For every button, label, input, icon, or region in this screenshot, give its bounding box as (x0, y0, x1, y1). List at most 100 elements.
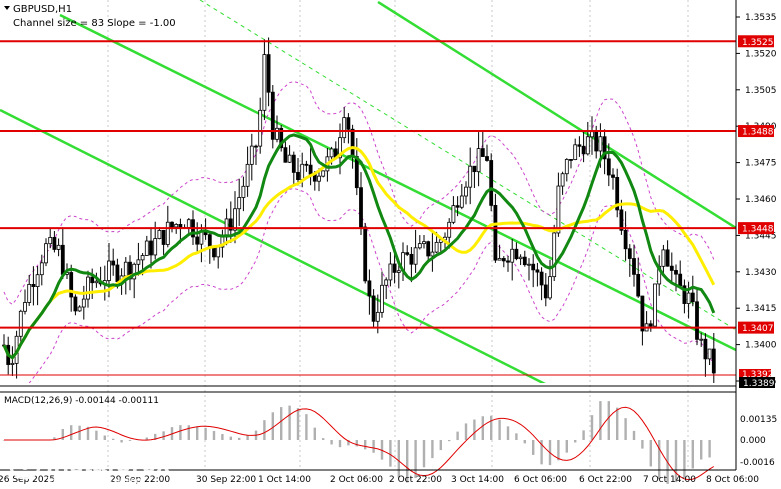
candle-body (615, 176, 620, 211)
candle-body (548, 276, 552, 299)
ask-price-tag: 1.3392 (739, 369, 774, 380)
candle-body (60, 244, 65, 275)
macd-histogram-bar (380, 440, 384, 460)
svg-text:1.3392: 1.3392 (742, 370, 774, 380)
candle-body (270, 91, 275, 140)
support-resistance-levels (0, 40, 736, 329)
candle-body (581, 145, 586, 155)
candle-body (291, 154, 296, 173)
time-tick-label: 30 Sep 22:00 (196, 475, 256, 485)
candle-body (35, 274, 40, 288)
candle-body (699, 338, 704, 341)
candle-body (279, 127, 284, 149)
candle-body (237, 197, 242, 210)
candle-body (338, 137, 342, 159)
candle-body (342, 117, 347, 139)
macd-histogram-bar (658, 440, 661, 480)
svg-text:instaforex: instaforex (46, 448, 171, 478)
candle-body (623, 229, 628, 250)
candle-body (157, 229, 162, 239)
candle-body (686, 292, 691, 304)
time-tick-label: 3 Oct 14:00 (451, 475, 504, 485)
candle-body (233, 208, 237, 231)
macd-histogram-bar (347, 440, 350, 446)
candle-body (23, 302, 27, 312)
price-tick-label: 1.3535 (745, 13, 777, 23)
candle-body (384, 279, 389, 286)
candle-body (522, 256, 527, 266)
svg-text:-0.0016: -0.0016 (740, 458, 775, 468)
level-tag-label: 1.3407 (742, 324, 774, 334)
candle-body (266, 54, 271, 93)
macd-histogram-bar (464, 423, 468, 440)
svg-text:1.3389: 1.3389 (743, 379, 775, 389)
macd-histogram-bar (145, 437, 148, 440)
candle-body (564, 159, 569, 175)
chart-header: GBPUSD,H1 Channel size = 83 Slope = -1.0… (4, 4, 176, 29)
candle-body (506, 260, 510, 263)
candle-body (149, 240, 153, 256)
candle-body (514, 248, 519, 260)
macd-histogram-bar (154, 433, 157, 440)
candle-body (632, 258, 636, 275)
candle-body (690, 292, 695, 303)
candle-body (451, 205, 456, 223)
macd-histogram-bar (565, 440, 568, 453)
time-tick-label: 2 Oct 06:00 (330, 475, 383, 485)
candle-body (241, 185, 246, 198)
macd-histogram-bar (691, 440, 694, 469)
macd-histogram-bar (641, 440, 644, 449)
macd-histogram-bar (523, 440, 526, 444)
macd-histogram-bar (364, 440, 367, 450)
candle-body (531, 263, 536, 271)
candle-body (115, 264, 120, 282)
candle-body (409, 253, 414, 265)
macd-histogram-bar (296, 408, 300, 440)
macd-histogram-bar (557, 440, 560, 461)
candle-body (123, 261, 128, 277)
price-tick-label: 1.3445 (745, 231, 777, 241)
macd-histogram-bar (406, 440, 409, 483)
time-axis: 26 Sep 2025 29 Sep 22:00 30 Sep 22:00 1 Oct… (0, 475, 759, 485)
candle-body (107, 260, 111, 281)
macd-panel (2, 401, 715, 484)
candle-body (359, 187, 363, 228)
macd-histogram-bar (532, 440, 535, 455)
candle-body (711, 348, 716, 374)
time-tick-label: 7 Oct 14:00 (643, 475, 696, 485)
macd-histogram-bar (700, 440, 703, 460)
candle-body (77, 306, 82, 312)
macd-histogram-bar (506, 426, 510, 440)
candle-body (144, 240, 149, 256)
candle-body (598, 136, 603, 152)
candle-body (674, 270, 678, 275)
candle-body (262, 54, 267, 111)
candle-body (573, 144, 578, 160)
candle-body (707, 348, 712, 360)
candle-body (161, 229, 166, 245)
candle-body (455, 205, 460, 208)
candle-body (73, 296, 78, 312)
moving-averages (2, 133, 716, 360)
candle-body (560, 173, 565, 187)
candle-body (48, 237, 53, 245)
candle-body (165, 221, 170, 245)
price-tick-label: 1.3415 (745, 304, 777, 314)
candle-body (665, 249, 670, 267)
macd-histogram-bar (305, 414, 308, 440)
candle-body (86, 276, 90, 300)
candle-body (539, 271, 544, 286)
macd-histogram-bar (481, 416, 484, 440)
candle-body (375, 311, 380, 322)
candle-body (627, 248, 632, 259)
level-tag (738, 321, 774, 334)
candle-body (695, 301, 699, 340)
candle-body (153, 238, 158, 256)
candle-body (81, 298, 86, 308)
candle-body (510, 248, 515, 263)
candle-body (485, 156, 489, 161)
candle-body (468, 165, 473, 188)
macd-histogram-bar (624, 418, 627, 440)
candle-body (283, 147, 288, 163)
